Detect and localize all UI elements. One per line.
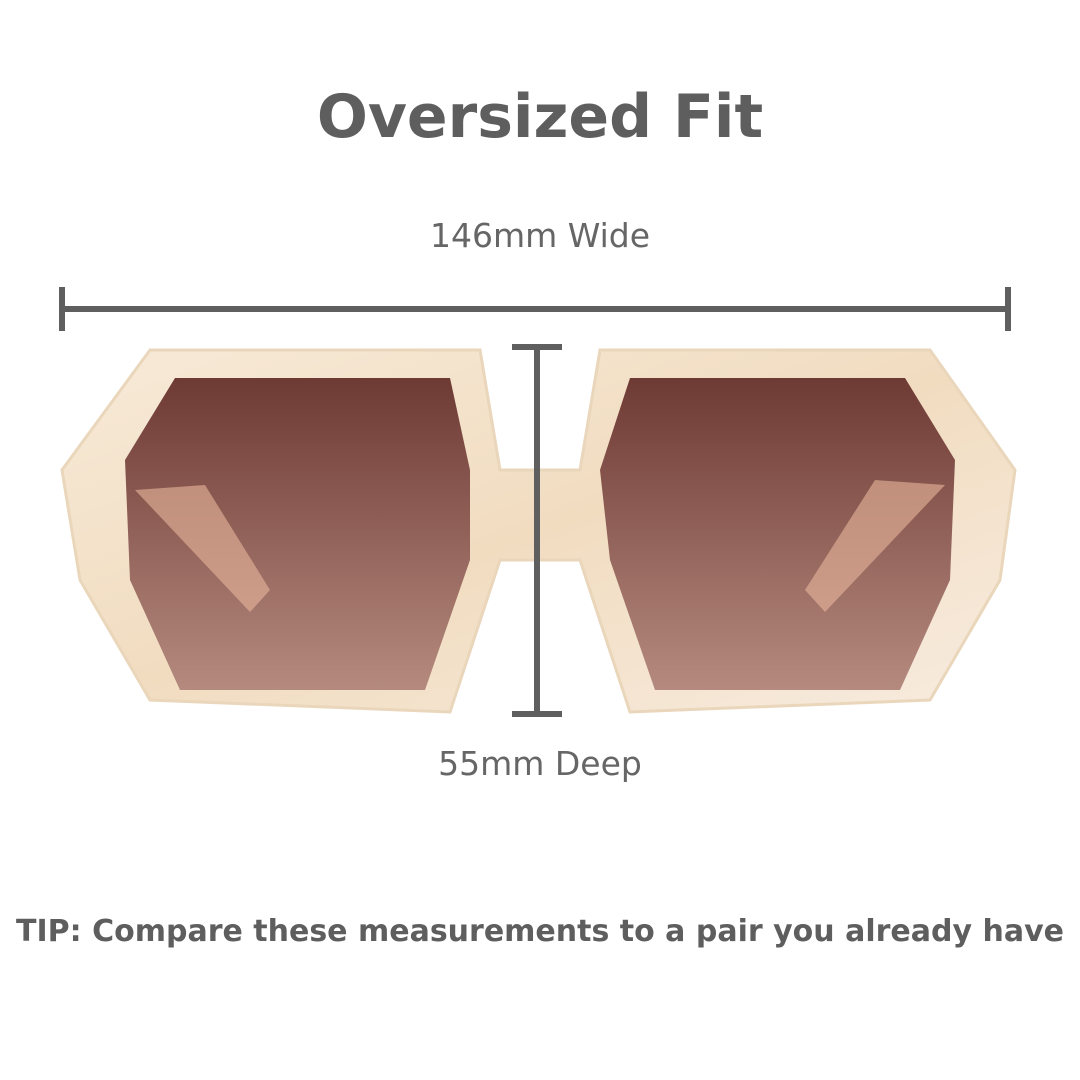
width-measure-line xyxy=(59,287,1011,331)
width-label: 146mm Wide xyxy=(429,216,651,255)
page-title: Oversized Fit xyxy=(316,82,764,152)
depth-measure-line xyxy=(512,344,562,717)
right-lens xyxy=(600,378,955,690)
left-lens xyxy=(125,378,470,690)
depth-label: 55mm Deep xyxy=(438,744,642,783)
tip-text: TIP: Compare these measurements to a pai… xyxy=(16,914,1064,949)
